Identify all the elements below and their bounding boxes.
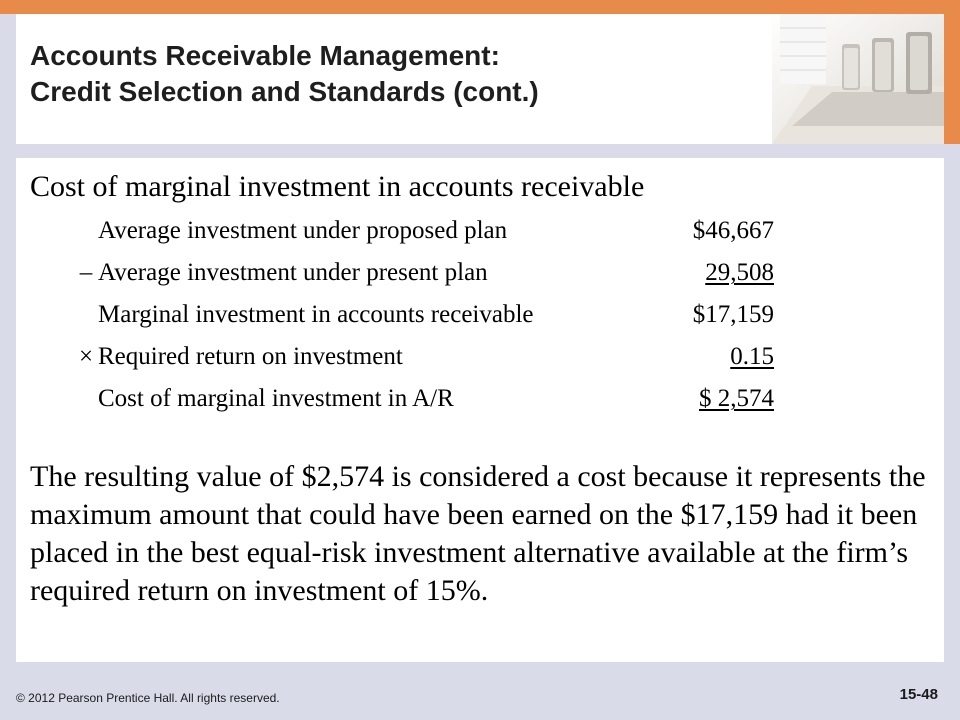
row-value: $ 2,574 [670,382,774,416]
slide-title: Accounts Receivable Management: Credit S… [30,38,539,110]
minus-sign: – [79,259,93,286]
conference-room-photo [772,14,944,144]
row-value: 29,508 [670,256,774,290]
row-value-text: 29,508 [705,259,774,286]
slide-number: 15-48 [899,686,938,703]
row-value: 0.15 [670,340,774,374]
row-value: $46,667 [670,214,774,248]
row-label: Average investment under present plan [98,259,488,286]
row-label: Average investment under proposed plan [98,217,508,244]
row-value-text: $ 2,574 [699,385,774,412]
multiply-sign: × [78,343,94,370]
row-label: Required return on investment [98,343,403,370]
section-heading: Cost of marginal investment in accounts … [30,170,645,203]
title-panel: Accounts Receivable Management: Credit S… [16,14,772,144]
row-label: Cost of marginal investment in A/R [98,385,454,412]
content-panel: Cost of marginal investment in accounts … [16,158,944,662]
top-accent-stripe [0,0,960,14]
right-accent-bar [944,14,960,144]
explanation-paragraph: The resulting value of $2,574 is conside… [30,460,926,607]
row-value-text: $17,159 [692,301,774,328]
row-value-text: $46,667 [692,217,774,244]
slide-title-line-1: Accounts Receivable Management: [30,40,500,71]
row-value-text: 0.15 [730,343,774,370]
slide-title-line-2: Credit Selection and Standards (cont.) [30,76,539,107]
copyright-notice: © 2012 Pearson Prentice Hall. All rights… [16,691,280,705]
row-label: Marginal investment in accounts receivab… [98,301,534,328]
row-value: $17,159 [670,298,774,332]
